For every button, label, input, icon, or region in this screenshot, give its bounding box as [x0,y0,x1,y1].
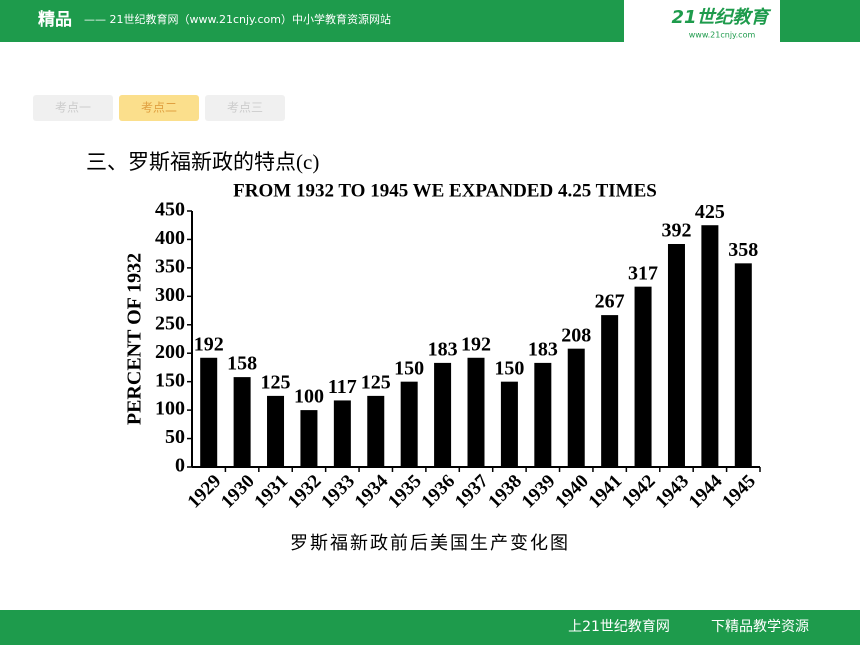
data-label: 125 [261,371,291,393]
y-tick-label: 350 [155,255,185,277]
y-tick-label: 250 [155,312,185,334]
bar [701,225,719,467]
data-label: 150 [394,357,424,379]
data-label: 183 [428,338,458,360]
y-tick-label: 50 [165,426,185,448]
bar [400,381,418,467]
tab-label[interactable]: 考点二 [141,101,177,115]
y-tick-label: 0 [175,455,185,477]
bar [233,377,251,467]
header-subtitle: —— 21世纪教育网（www.21cnjy.com）中小学教育资源网站 [84,12,391,26]
data-label: 425 [695,201,725,223]
tab-active[interactable] [119,95,199,121]
data-label: 150 [494,357,524,379]
footer-text: 下精品教学资源 [711,619,809,635]
bar [500,381,518,467]
chart-title: FROM 1932 TO 1945 WE EXPANDED 4.25 TIMES [233,180,657,201]
y-tick-label: 150 [155,369,185,391]
y-axis-label: PERCENT OF 1932 [124,253,146,425]
bar [333,400,351,467]
bar [634,286,652,467]
bar [367,395,385,467]
bar [667,243,685,467]
heading: 三、罗斯福新政的特点(c) [86,150,319,174]
bar [434,362,452,467]
y-tick-label: 300 [155,284,185,306]
logo-box [624,0,780,44]
logo-name: 21世纪教育 [671,7,771,28]
data-label: 100 [294,386,324,408]
bar [734,263,752,467]
bar [601,315,619,467]
bar [300,410,318,467]
data-label: 183 [528,338,558,360]
data-label: 267 [595,291,625,313]
data-label: 392 [661,220,691,242]
bar [567,348,585,467]
footer-text: 上21世纪教育网 [568,619,670,635]
tab[interactable] [205,95,285,121]
caption: 罗斯福新政前后美国生产变化图 [290,533,570,554]
bar [467,357,485,467]
tab-label[interactable]: 考点三 [227,101,263,115]
tab-label[interactable]: 考点一 [55,101,91,115]
bar [267,395,285,467]
data-label: 358 [728,239,758,261]
y-tick-label: 400 [155,227,185,249]
data-label: 117 [328,376,357,398]
bar [200,357,218,467]
data-label: 158 [227,353,257,375]
tab[interactable] [33,95,113,121]
data-label: 208 [561,324,591,346]
y-tick-label: 200 [155,341,185,363]
data-label: 125 [361,371,391,393]
y-tick-label: 100 [155,398,185,420]
logo-url: www.21cnjy.com [689,31,756,40]
bar [534,362,552,467]
data-label: 192 [461,333,491,355]
y-tick-label: 450 [155,199,185,221]
brand: 精品 [38,9,72,30]
data-label: 192 [194,333,224,355]
data-label: 317 [628,262,658,284]
footer-bar [0,610,860,645]
